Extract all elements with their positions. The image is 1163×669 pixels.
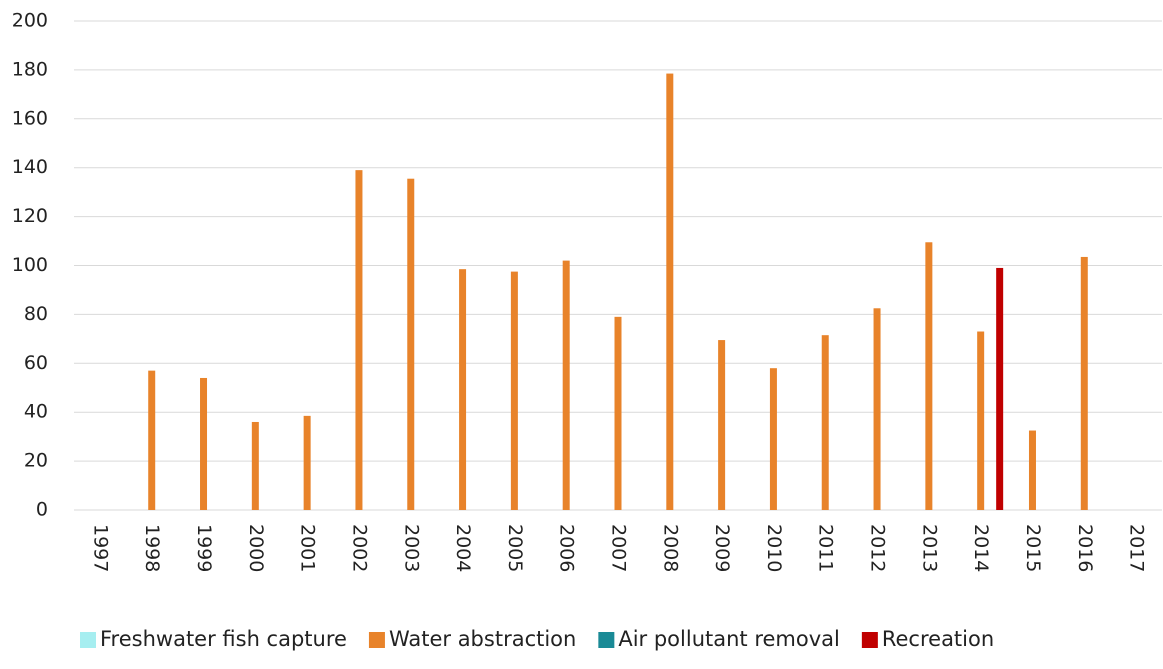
y-tick-label: 180 [12, 58, 48, 80]
y-tick-label: 40 [24, 401, 48, 423]
legend-swatch [80, 632, 96, 648]
bar [873, 308, 881, 510]
bar [614, 316, 622, 510]
bar [407, 178, 415, 510]
legend-label: Air pollutant removal [618, 627, 840, 651]
bar [1080, 256, 1088, 510]
x-tick-label: 2016 [1074, 524, 1096, 572]
x-tick-label: 1997 [89, 524, 111, 572]
y-tick-label: 120 [12, 205, 48, 227]
x-tick-label: 2005 [504, 524, 526, 572]
bar [200, 377, 208, 510]
x-tick-label: 2013 [918, 524, 940, 572]
x-tick-label: 2002 [348, 524, 370, 572]
bar [510, 271, 518, 510]
y-tick-label: 160 [12, 107, 48, 129]
y-tick-label: 20 [24, 450, 48, 472]
x-tick-label: 1999 [193, 524, 215, 572]
x-tick-label: 2003 [400, 524, 422, 572]
bar [303, 415, 311, 510]
x-tick-label: 2014 [970, 524, 992, 572]
bar [1028, 430, 1036, 510]
x-tick-label: 2011 [815, 524, 837, 572]
y-tick-label: 200 [12, 10, 48, 32]
legend-label: Freshwater fish capture [100, 627, 347, 651]
x-tick-label: 2001 [297, 524, 319, 572]
bar [769, 368, 777, 510]
x-tick-label: 2008 [659, 524, 681, 572]
x-tick-label: 2012 [867, 524, 889, 572]
x-tick-label: 2017 [1126, 524, 1148, 572]
x-tick-label: 2009 [711, 524, 733, 572]
x-tick-label: 1998 [141, 524, 163, 572]
legend-swatch [861, 632, 878, 648]
legend-label: Recreation [882, 627, 994, 651]
y-tick-label: 80 [24, 303, 48, 325]
y-tick-label: 60 [24, 352, 48, 374]
bar [355, 170, 363, 510]
bar [977, 331, 985, 510]
x-tick-label: 2010 [763, 524, 785, 572]
legend-label: Water abstraction [389, 627, 576, 651]
legend-swatch [598, 632, 615, 648]
x-tick-label: 2004 [452, 524, 474, 572]
y-tick-label: 140 [12, 156, 48, 178]
x-tick-label: 2006 [556, 524, 578, 572]
bar [666, 73, 674, 510]
bar [562, 260, 570, 510]
bar [459, 269, 467, 510]
x-tick-label: 2000 [245, 524, 267, 572]
x-tick-label: 2007 [608, 524, 630, 572]
bar [718, 340, 726, 510]
x-tick-label: 2015 [1022, 524, 1044, 572]
bar [251, 421, 259, 510]
bar [821, 335, 829, 510]
bar [148, 370, 156, 510]
y-tick-label: 100 [12, 254, 48, 276]
bar [996, 267, 1004, 510]
y-tick-label: 0 [36, 499, 48, 521]
legend-swatch [368, 632, 385, 648]
bar [925, 242, 933, 510]
